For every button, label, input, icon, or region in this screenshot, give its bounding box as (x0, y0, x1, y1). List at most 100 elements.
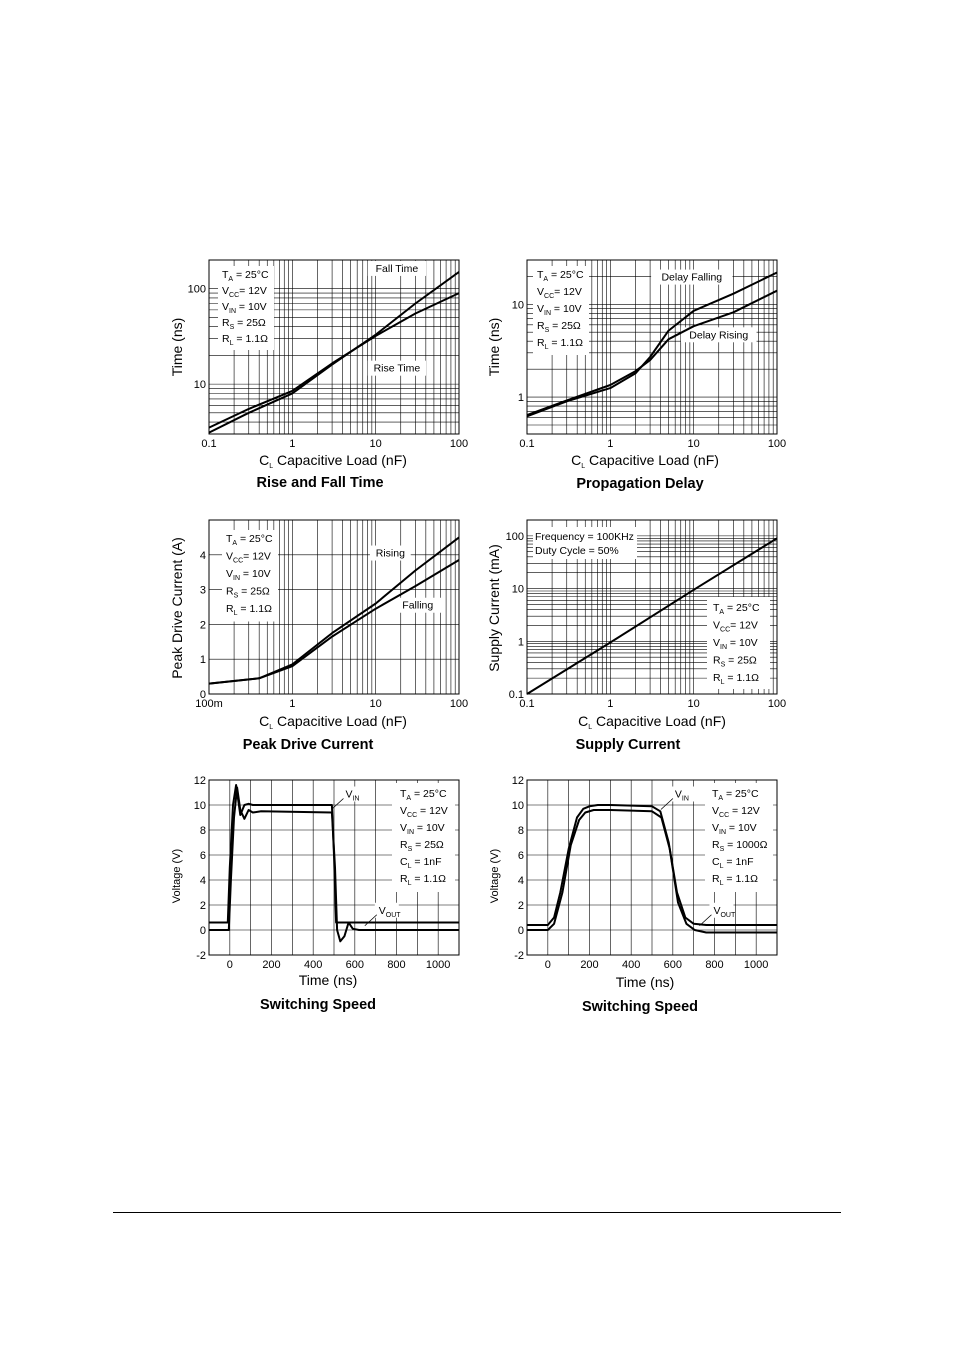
legend-entry: TA = 25°C (400, 788, 447, 802)
legend-entry: TA = 25°C (712, 788, 759, 802)
annotation-leader (331, 798, 344, 810)
series-annotation: Rise Time (374, 363, 421, 375)
legend-entry: RS = 1000Ω (712, 839, 768, 853)
legend-entry: VCC= 12V (713, 620, 758, 634)
legend-entry: TA = 25°C (222, 269, 269, 283)
x-tick-label: 1000 (744, 959, 768, 971)
chart-switching_1: 0 200 400 600 800 1000 -2 0 2 4 6 8 10 12 Time (ns) Vol… (171, 775, 460, 1013)
x-tick-label: 100 (768, 698, 786, 710)
plot-frame (208, 519, 460, 695)
y-tick-label: 1 (518, 636, 524, 648)
plot-frame (526, 259, 778, 435)
annotation-box (341, 786, 366, 802)
chart-title: Rise and Fall Time (256, 475, 383, 491)
y-axis-label: Voltage (V) (489, 849, 501, 903)
x-tick-label: 0 (227, 959, 233, 971)
plot-frame (208, 779, 460, 956)
chart-prop_delay: 0.1 1 10 100 1 10 CL Capacitive Load (nF) Time … (486, 259, 786, 492)
y-tick-label: 4 (518, 875, 524, 887)
y-tick-label: 2 (518, 900, 524, 912)
legend-entry: VIN = 10V (222, 301, 267, 315)
x-tick-label: 10 (370, 698, 382, 710)
chart-note: Duty Cycle = 50% (535, 545, 619, 557)
x-tick-label: 400 (304, 959, 322, 971)
y-tick-label: 10 (512, 584, 524, 596)
series-annotation: VOUT (379, 905, 402, 919)
x-axis-label: CL Capacitive Load (nF) (259, 452, 407, 470)
x-tick-label: 600 (346, 959, 364, 971)
legend-entry: RL = 1.1Ω (400, 873, 446, 887)
y-tick-label: 8 (518, 825, 524, 837)
y-tick-label: 0 (518, 925, 524, 937)
y-tick-label: 0.1 (509, 689, 524, 701)
legend-entry: VCC = 12V (400, 805, 448, 819)
y-axis-label: Time (ns) (169, 318, 185, 377)
legend-box (707, 597, 770, 689)
legend-entry: TA = 25°C (537, 269, 584, 283)
x-axis-label: Time (ns) (616, 974, 675, 990)
legend-entry: RS = 25Ω (226, 586, 270, 600)
legend-entry: VIN = 10V (400, 822, 445, 836)
series-line-2 (527, 809, 777, 934)
legend-entry: RL = 1.1Ω (222, 333, 268, 347)
legend-box (392, 783, 455, 892)
x-tick-label: 0 (545, 959, 551, 971)
notes-box (533, 527, 637, 559)
annotation-box (367, 360, 427, 376)
x-tick-label: 1000 (426, 959, 450, 971)
series-line-2 (526, 289, 778, 417)
x-tick-label: 800 (387, 959, 405, 971)
annotation-box (680, 327, 757, 343)
legend-box (705, 783, 773, 892)
x-axis-label: CL Capacitive Load (nF) (578, 713, 726, 731)
legend-entry: RL = 1.1Ω (712, 873, 758, 887)
chart-title: Switching Speed (582, 999, 698, 1015)
y-tick-label: 10 (194, 379, 206, 391)
series-line-2 (208, 292, 460, 429)
x-tick-label: 1 (289, 438, 295, 450)
annotation-box (709, 902, 734, 918)
legend-entry: TA = 25°C (226, 533, 273, 547)
legend-entry: VCC = 12V (712, 805, 760, 819)
annotation-box (367, 260, 427, 276)
legend-entry: RL = 1.1Ω (226, 603, 272, 617)
chart-rise_fall: 0.1 1 10 100 10 100 CL Capacitive Load (nF) Tim… (169, 259, 468, 491)
y-tick-label: 1 (518, 392, 524, 404)
annotation-leader (660, 798, 674, 810)
footer-rule (113, 1212, 841, 1213)
series-annotation: Delay Rising (689, 329, 748, 341)
y-tick-label: 10 (512, 299, 524, 311)
series-line-2 (208, 559, 460, 685)
series-line-1 (527, 804, 777, 926)
x-tick-label: 100m (195, 698, 223, 710)
legend-entry: VCC= 12V (537, 286, 582, 300)
annotation-box (670, 786, 695, 802)
y-tick-label: 100 (188, 284, 206, 296)
legend-entry: VCC= 12V (222, 285, 267, 299)
x-tick-label: 100 (450, 698, 468, 710)
series-annotation: Fall Time (376, 263, 419, 275)
x-tick-label: 800 (705, 959, 723, 971)
y-tick-label: -2 (514, 950, 524, 962)
annotation-leader (699, 914, 712, 927)
y-tick-label: 10 (512, 800, 524, 812)
y-axis-label: Voltage (V) (171, 849, 183, 903)
y-axis-label: Time (ns) (486, 318, 502, 377)
legend-entry: VIN = 10V (537, 303, 582, 317)
legend-entry: RS = 25Ω (222, 317, 266, 331)
legend-box (533, 266, 589, 355)
legend-entry: TA = 25°C (713, 602, 760, 616)
y-tick-label: -2 (196, 950, 206, 962)
series-line-1 (526, 271, 778, 418)
chart-peak_drive: 100m 1 10 100 0 1 2 3 4 CL Capacitive Load (nF) Pe… (169, 519, 468, 753)
series-annotation: VIN (675, 789, 689, 803)
x-tick-label: 0.1 (519, 698, 534, 710)
x-tick-label: 10 (370, 438, 382, 450)
plot-frame (526, 519, 778, 695)
x-tick-label: 1 (607, 698, 613, 710)
legend-entry: RS = 25Ω (713, 655, 757, 669)
legend-entry: VIN = 10V (712, 822, 757, 836)
annotation-box (394, 597, 442, 613)
series-annotation: VIN (345, 789, 359, 803)
y-tick-label: 100 (506, 531, 524, 543)
